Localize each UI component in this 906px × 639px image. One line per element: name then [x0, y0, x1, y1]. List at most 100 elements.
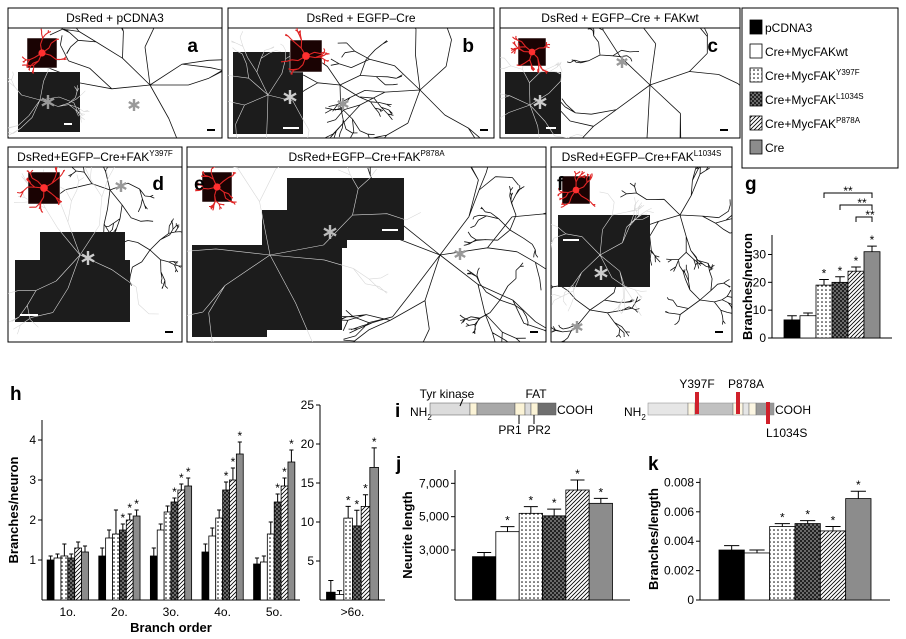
panel-title-main: DsRed + EGFP–Cre + FAKwt [541, 11, 699, 25]
error-bar [268, 521, 273, 534]
domain-segment [647, 402, 689, 416]
legend-label: Cre+MycFAKL1034S [765, 92, 864, 107]
y-tick-label: 1 [29, 553, 36, 567]
bar [229, 479, 237, 601]
panel-content [8, 28, 222, 138]
panel-title-box [499, 7, 741, 29]
domain-segment [537, 402, 557, 416]
asterisk [41, 95, 55, 109]
error-bar [523, 506, 538, 514]
y-tick-label: 20 [753, 275, 767, 289]
error-bar [593, 497, 608, 504]
bar [119, 529, 127, 601]
asterisk [337, 98, 349, 110]
y-tick-label: 3,000 [419, 543, 449, 557]
bar [253, 563, 261, 601]
bar [266, 533, 275, 601]
legend-swatch [749, 67, 763, 83]
error-bar [113, 509, 119, 534]
bar [495, 531, 520, 601]
bar [794, 523, 821, 601]
legend-swatch [749, 43, 763, 59]
error-bar [82, 545, 88, 552]
domain-segment [687, 402, 696, 416]
bar [67, 557, 76, 601]
panel-title-main: DsRed+EGFP–Cre+FAK [17, 150, 149, 164]
error-bar [203, 543, 208, 552]
legend-label: Cre+MycFAKY397F [765, 68, 860, 83]
significance-star: * [838, 264, 843, 278]
panel-letter: f [557, 174, 564, 195]
legend-box [741, 7, 899, 169]
legend-label: pCDNA3 [765, 21, 813, 35]
significance-star: * [780, 511, 785, 525]
n-terminus-subscript: 2 [641, 413, 646, 422]
neuron-tracing [567, 28, 639, 64]
significance-star: * [346, 493, 351, 507]
bar [235, 453, 244, 601]
error-bar [803, 312, 813, 316]
domain-segment [429, 402, 471, 416]
neuron-tracing [551, 191, 654, 316]
bar [847, 270, 865, 339]
micrograph [287, 178, 347, 248]
bar [273, 501, 282, 601]
panel-letter: a [187, 36, 198, 57]
significance-star: * [127, 501, 132, 515]
y-tick-label: 0.008 [664, 475, 694, 489]
panel-title: DsRed + EGFP–Cre [306, 11, 415, 25]
image-panel: d [7, 146, 183, 343]
legend-label-main: Cre+MycFAK [765, 93, 836, 107]
legend-label-superscript: L1034S [836, 92, 864, 101]
error-bar [570, 479, 585, 490]
bar [132, 515, 141, 601]
significance-bracket [823, 192, 873, 198]
panel-title-box [550, 146, 733, 168]
bar [184, 485, 193, 601]
panel-title-main: DsRed+EGFP–Cre+FAK [288, 150, 420, 164]
legend-label-main: Cre+MycFAK [765, 117, 836, 131]
domain-segment [530, 402, 539, 416]
cell-body [38, 49, 46, 57]
error-bar [371, 447, 377, 468]
error-bar [100, 547, 105, 556]
panel-letter: h [10, 384, 22, 405]
panel-title: DsRed+EGFP–Cre+FAKP878A [288, 149, 445, 164]
x-tick-label: 3o. [163, 605, 180, 619]
significance-star: * [134, 497, 139, 511]
n-terminus: NH2 [410, 405, 432, 422]
panel-letter: k [648, 454, 659, 475]
panel-title-main: DsRed + pCDNA3 [66, 11, 164, 25]
y-tick-label: 25 [301, 398, 315, 412]
asterisk [81, 251, 95, 265]
panel-content [551, 167, 732, 342]
error-bar [76, 541, 81, 548]
mutation-label: Y397F [679, 377, 714, 391]
c-terminus: COOH [775, 403, 811, 417]
panel-title-superscript: P878A [421, 149, 446, 158]
bar [718, 549, 745, 601]
bar [287, 461, 296, 601]
legend-swatch [749, 19, 763, 35]
neuron-tracing [187, 167, 422, 342]
micrograph [55, 232, 125, 292]
significance-bracket [839, 204, 873, 210]
significance-star: * [831, 514, 836, 528]
significance-star: * [552, 496, 557, 510]
error-bar [850, 490, 866, 499]
y-tick-label: 10 [753, 303, 767, 317]
error-bar [724, 545, 740, 551]
asterisk [323, 225, 337, 239]
significance-star: * [363, 482, 368, 496]
bar [112, 533, 120, 601]
error-bar [275, 493, 280, 502]
error-bar [354, 509, 360, 526]
bar [74, 547, 82, 601]
y-tick-label: 0 [687, 593, 694, 607]
bar [222, 489, 230, 601]
error-bar [120, 523, 125, 530]
domain-segment [469, 402, 478, 416]
y-axis-label: Branches/neuron [6, 456, 21, 563]
